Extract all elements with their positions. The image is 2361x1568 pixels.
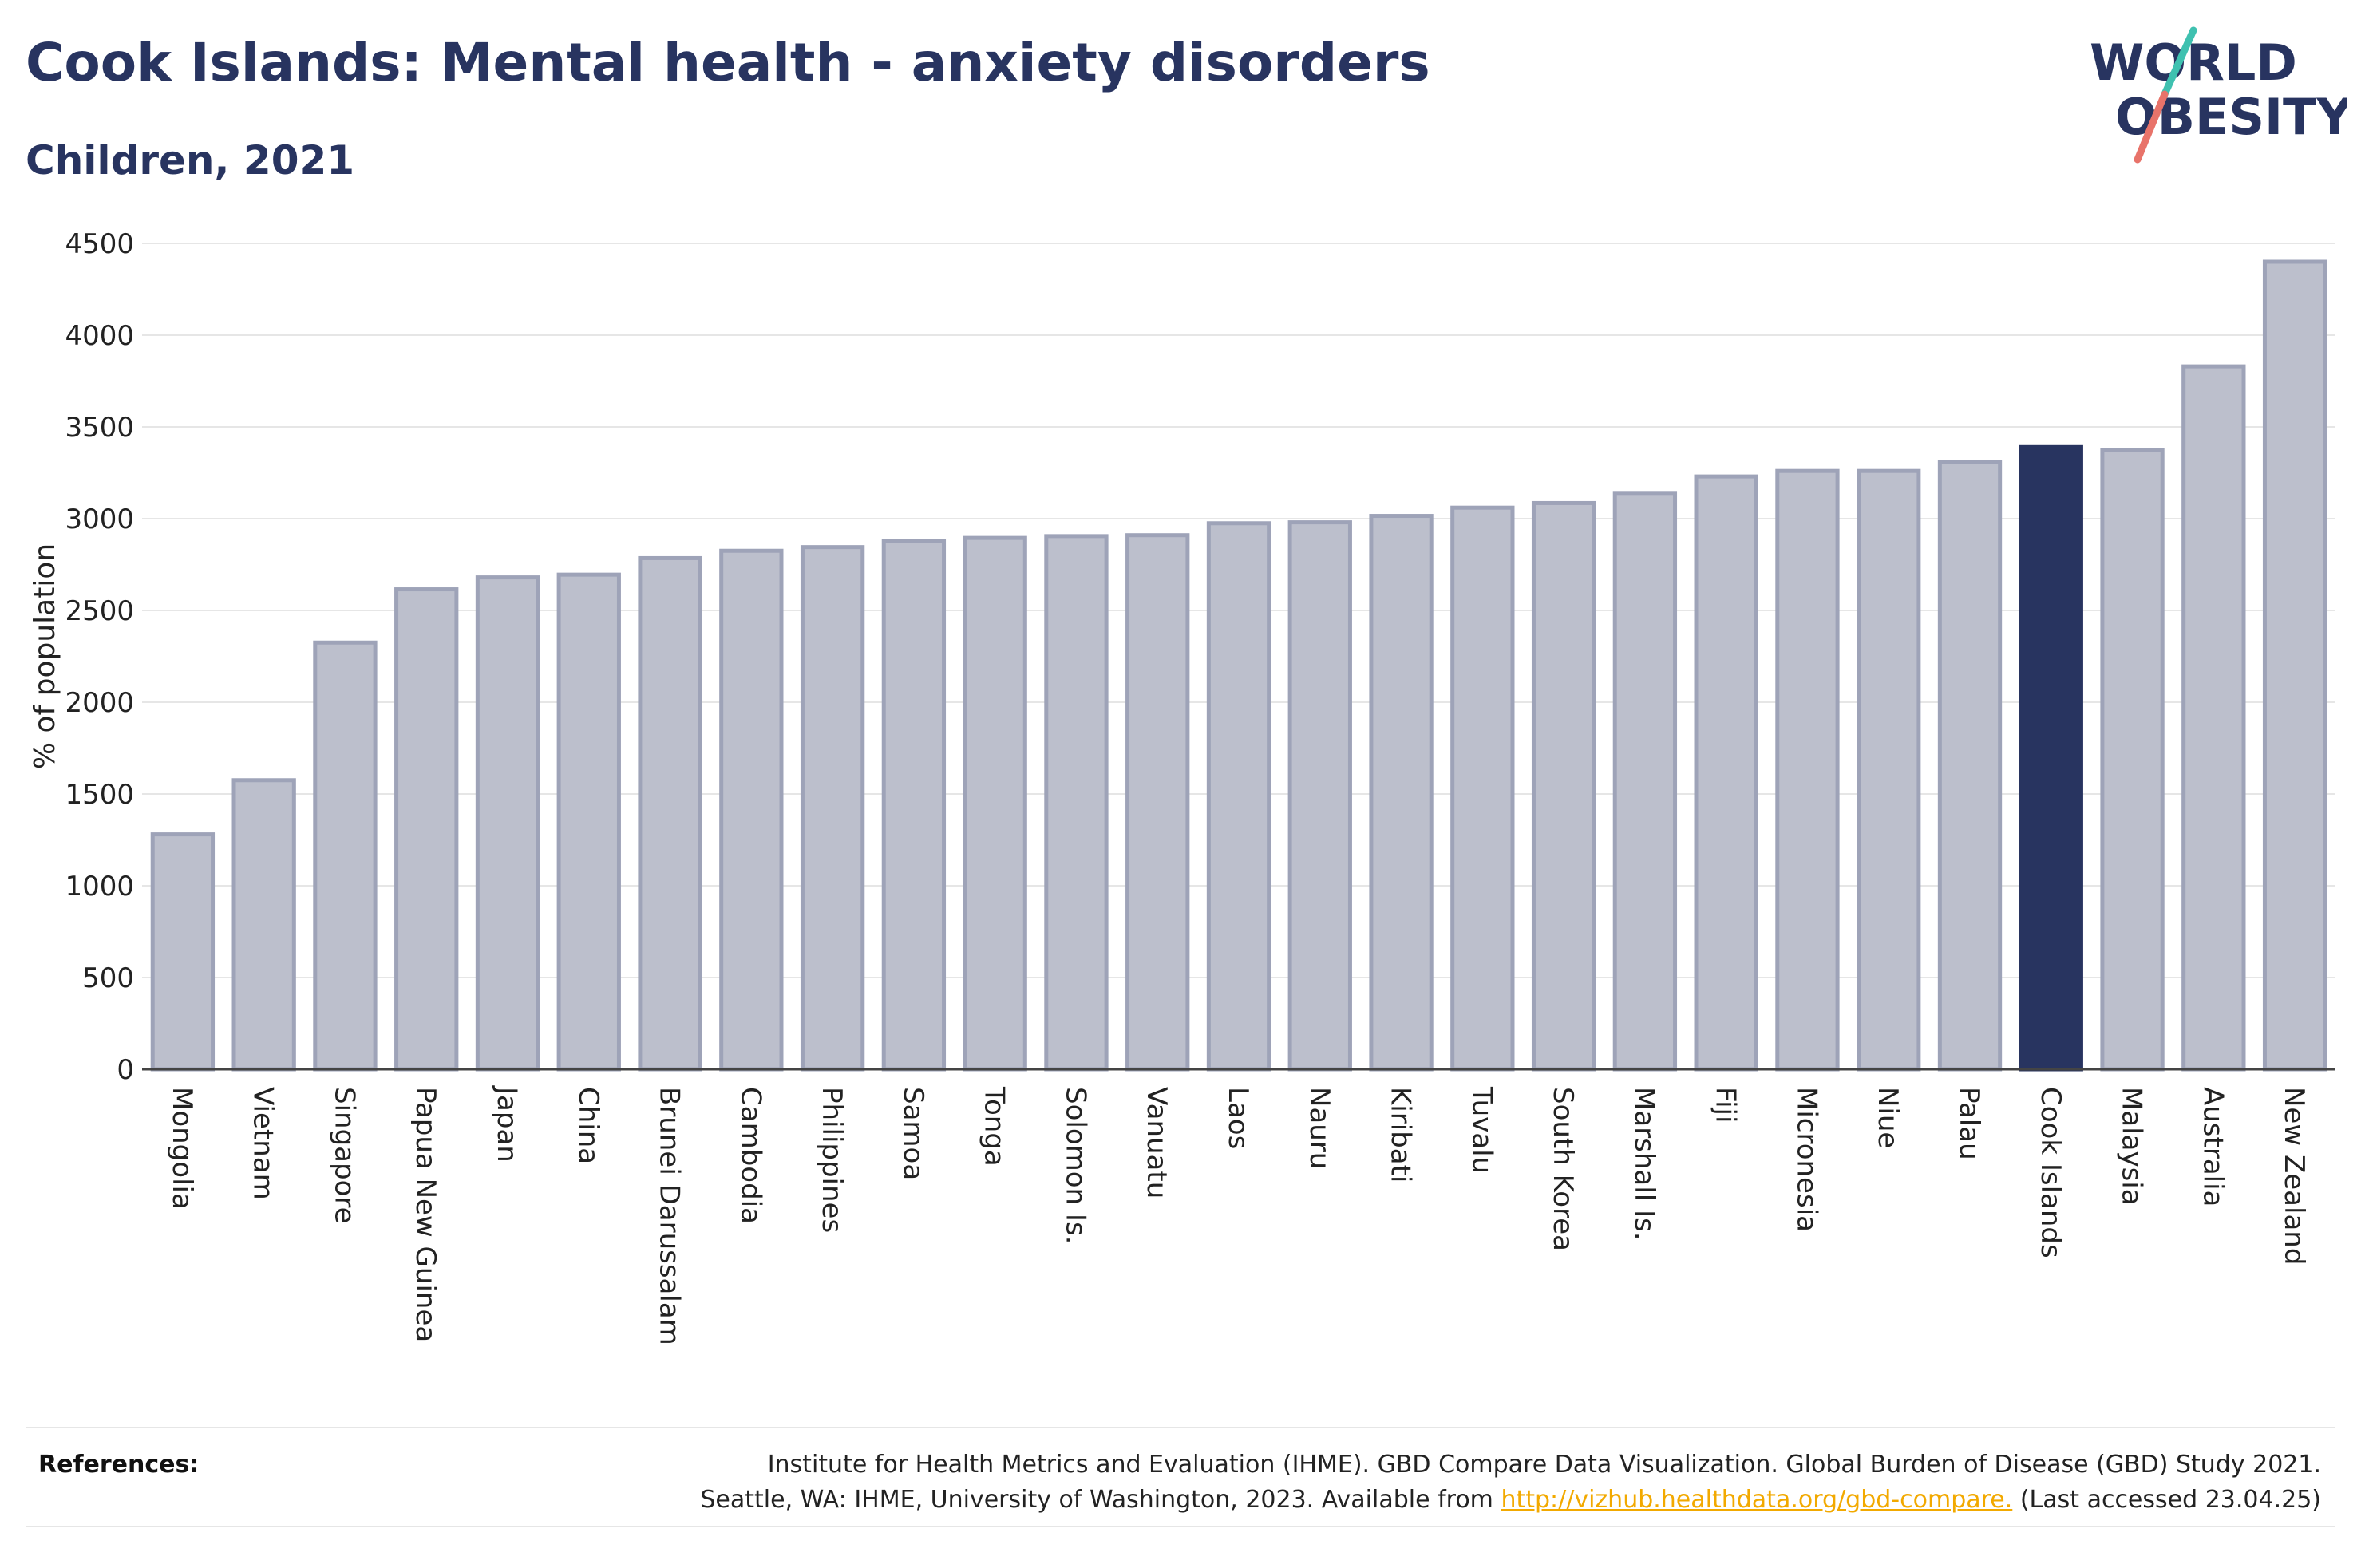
y-tick-label: 2000 [65, 687, 134, 719]
bar [313, 640, 378, 1072]
logo-slash-coral [2134, 90, 2169, 164]
logo-word-world: WORLD [2090, 34, 2297, 92]
x-tick-label: Australia [2197, 1087, 2229, 1207]
x-tick-label: Tuvalu [1465, 1086, 1497, 1174]
bar [2262, 259, 2327, 1072]
y-axis-label: % of population [29, 543, 61, 769]
y-tick-label: 1000 [65, 871, 134, 902]
y-axis-ticks: 0 500 1000 1500 2000 2500 3000 3500 4000 4500 [65, 228, 134, 1086]
x-tick-label: Cook Islands [2035, 1087, 2066, 1258]
bar [963, 535, 1027, 1072]
x-axis-labels: Mongolia Vietnam Singapore Papua New Guinea… [166, 1085, 2310, 1345]
bar [1775, 468, 1840, 1072]
bar [1206, 521, 1271, 1072]
chart-title: Cook Islands: Mental health - anxiety di… [26, 32, 1430, 93]
x-tick-label: Tonga [979, 1086, 1010, 1167]
bar [475, 575, 540, 1072]
bar [1044, 534, 1109, 1072]
bars [150, 259, 2327, 1072]
references-text: Institute for Health Metrics and Evaluat… [700, 1448, 2321, 1518]
bar [1450, 505, 1515, 1072]
x-tick-label: Papua New Guinea [409, 1087, 441, 1342]
x-tick-label: Malaysia [2116, 1087, 2148, 1206]
bar [881, 539, 947, 1072]
x-tick-label: Nauru [1303, 1087, 1335, 1169]
x-tick-label: Japan [491, 1085, 523, 1163]
x-tick-label: South Korea [1547, 1087, 1579, 1251]
y-tick-label: 2500 [65, 595, 134, 627]
x-tick-label: Laos [1222, 1087, 1254, 1149]
bar [1287, 520, 1352, 1072]
bar [638, 555, 702, 1072]
chart-subtitle: Children, 2021 [26, 137, 355, 184]
bar-chart: 0 500 1000 1500 2000 2500 3000 3500 4000 4500 Mon… [29, 228, 2335, 1345]
bar [719, 548, 784, 1072]
bar [1531, 500, 1596, 1072]
x-tick-label: New Zealand [2278, 1087, 2310, 1265]
reference-line-1: Institute for Health Metrics and Evaluat… [767, 1451, 2321, 1479]
bar [2019, 444, 2083, 1072]
x-tick-label: Solomon Is. [1059, 1087, 1091, 1244]
y-tick-label: 0 [117, 1054, 134, 1086]
reference-line-2-suffix: (Last accessed 23.04.25) [2012, 1486, 2321, 1514]
x-tick-label: Brunei Darussalam [654, 1087, 686, 1345]
reference-link[interactable]: http://vizhub.healthdata.org/gbd-compare… [1501, 1486, 2013, 1514]
bar [1125, 533, 1190, 1072]
reference-line-2-prefix: Seattle, WA: IHME, University of Washing… [700, 1486, 1501, 1514]
bar [1857, 468, 1921, 1072]
x-tick-label: Cambodia [734, 1087, 766, 1224]
y-tick-label: 4000 [65, 320, 134, 352]
x-tick-label: China [572, 1087, 604, 1164]
x-tick-label: Vanuatu [1141, 1087, 1173, 1199]
bar [1937, 460, 2003, 1072]
bar [150, 832, 216, 1072]
reference-line-2: Seattle, WA: IHME, University of Washing… [700, 1483, 2321, 1518]
references-label: References: [38, 1451, 200, 1479]
x-tick-label: Philippines [816, 1087, 848, 1233]
x-tick-label: Mongolia [166, 1087, 198, 1210]
y-tick-label: 3000 [65, 504, 134, 535]
y-tick-label: 4500 [65, 228, 134, 260]
bar [2100, 448, 2165, 1072]
bar [1369, 514, 1434, 1072]
x-tick-label: Samoa [897, 1087, 929, 1180]
y-tick-label: 3500 [65, 412, 134, 444]
bar [231, 778, 296, 1072]
x-tick-label: Vietnam [247, 1087, 279, 1200]
y-tick-label: 1500 [65, 779, 134, 811]
x-tick-label: Niue [1872, 1087, 1904, 1148]
bar [556, 572, 621, 1072]
x-tick-label: Palau [1953, 1087, 1985, 1160]
world-obesity-logo: WORLD OBESITY [2090, 26, 2347, 164]
bar [394, 587, 459, 1072]
x-tick-label: Marshall Is. [1628, 1087, 1660, 1241]
x-tick-label: Singapore [328, 1087, 360, 1224]
bar [800, 545, 865, 1072]
bar [2181, 364, 2246, 1072]
bar [1694, 474, 1758, 1072]
x-tick-label: Kiribati [1385, 1087, 1417, 1183]
bar [1612, 491, 1678, 1072]
references-section: References: Institute for Health Metrics… [26, 1427, 2335, 1527]
y-tick-label: 500 [82, 962, 134, 994]
x-tick-label: Fiji [1710, 1087, 1742, 1123]
logo-slash-teal [2161, 26, 2197, 98]
x-tick-label: Micronesia [1790, 1087, 1822, 1232]
